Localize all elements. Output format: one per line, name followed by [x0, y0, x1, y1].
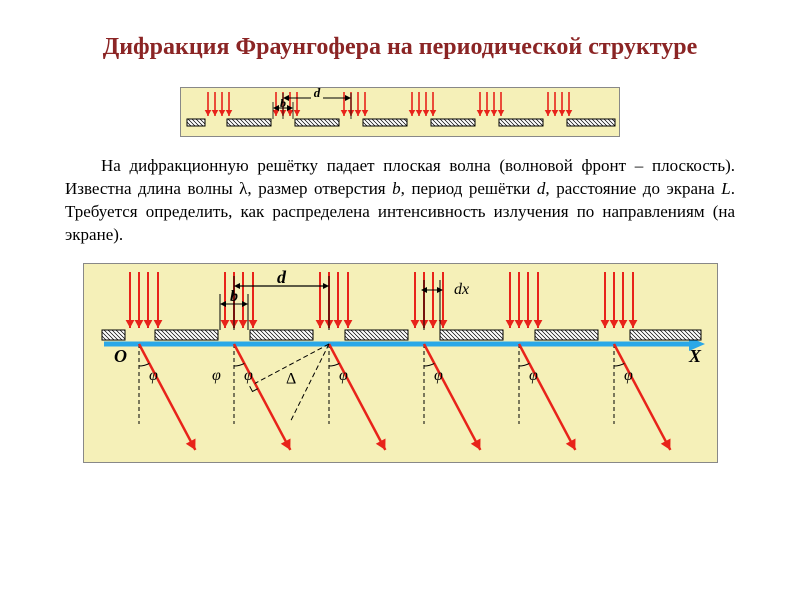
- svg-text:d: d: [314, 88, 321, 100]
- diagram-top: db: [180, 87, 620, 137]
- svg-text:φ: φ: [434, 367, 443, 384]
- page-title: Дифракция Фраунгофера на периодической с…: [0, 0, 800, 79]
- diagram-bottom: O Xφ φ φ φ φ φ φ d b dx Δ: [83, 263, 718, 463]
- body-text: На дифракционную решётку падает плоская …: [0, 155, 800, 247]
- svg-text:b: b: [230, 288, 238, 305]
- svg-text:Δ: Δ: [285, 371, 295, 388]
- svg-text:φ: φ: [339, 367, 348, 384]
- svg-text:φ: φ: [529, 367, 538, 384]
- svg-text:O: O: [114, 346, 127, 366]
- svg-text:φ: φ: [212, 367, 221, 384]
- svg-text:b: b: [280, 96, 286, 110]
- svg-text:φ: φ: [149, 367, 158, 384]
- svg-text:φ: φ: [244, 367, 253, 384]
- svg-text:dx: dx: [454, 281, 469, 298]
- svg-text:d: d: [277, 267, 287, 287]
- svg-text:φ: φ: [624, 367, 633, 384]
- svg-text:X: X: [688, 346, 702, 366]
